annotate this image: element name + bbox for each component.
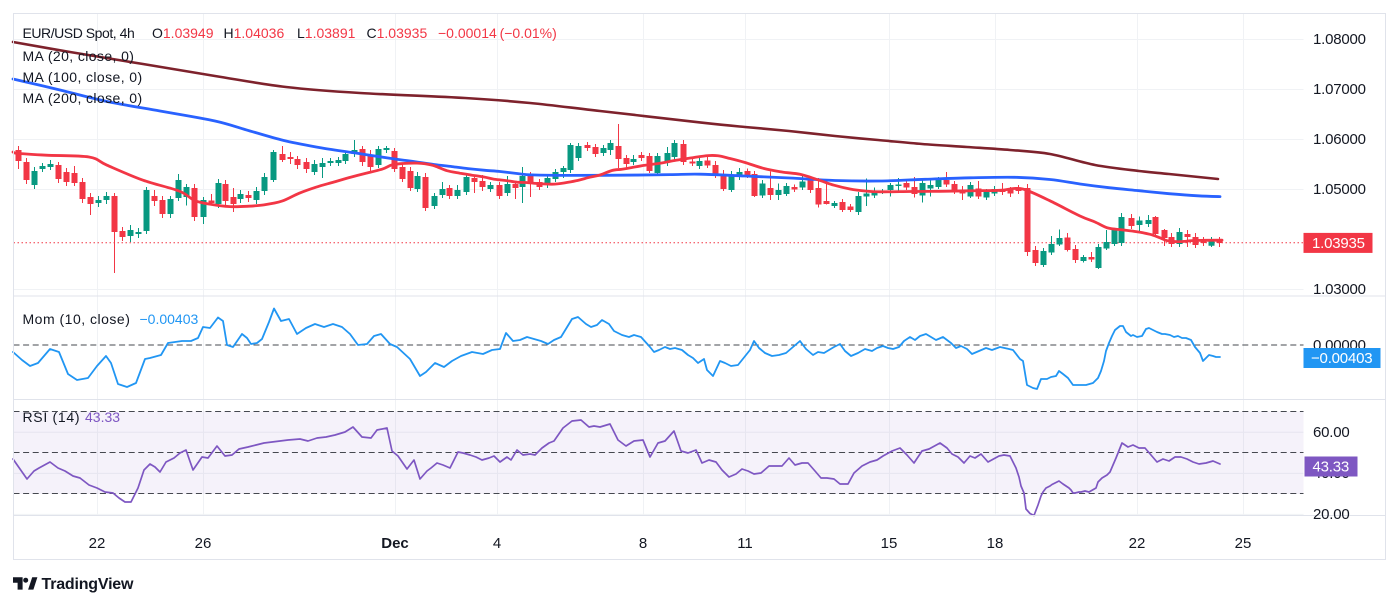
svg-text:22: 22 — [1129, 535, 1146, 552]
svg-text:20.00: 20.00 — [1313, 506, 1350, 523]
svg-text:TradingView: TradingView — [42, 576, 135, 593]
svg-text:11: 11 — [737, 535, 753, 552]
svg-text:26: 26 — [195, 535, 212, 552]
svg-text:1.07000: 1.07000 — [1313, 81, 1366, 98]
svg-text:18: 18 — [987, 535, 1004, 552]
svg-text:−0.00403: −0.00403 — [1311, 350, 1372, 367]
svg-text:1.03935: 1.03935 — [1312, 235, 1365, 252]
svg-text:Mom (10, close)−0.00403: Mom (10, close) −0.00403 — [23, 311, 199, 327]
svg-text:MA (200, close, 0): MA (200, close, 0) — [23, 90, 143, 106]
svg-text:25: 25 — [1235, 535, 1252, 552]
svg-text:43.33: 43.33 — [1313, 459, 1350, 476]
svg-text:1.08000: 1.08000 — [1313, 31, 1366, 48]
svg-text:22: 22 — [89, 535, 106, 552]
svg-text:4: 4 — [493, 535, 501, 552]
svg-text:8: 8 — [639, 535, 647, 552]
svg-text:MA (100, close, 0): MA (100, close, 0) — [23, 69, 143, 85]
svg-text:RSI (14)43.33: RSI (14) 43.33 — [23, 409, 121, 425]
svg-text:60.00: 60.00 — [1313, 424, 1350, 441]
svg-text:1.03000: 1.03000 — [1313, 281, 1366, 298]
svg-text:15: 15 — [881, 535, 898, 552]
svg-text:MA (20, close, 0): MA (20, close, 0) — [23, 48, 135, 64]
svg-text:1.06000: 1.06000 — [1313, 131, 1366, 148]
svg-text:1.05000: 1.05000 — [1313, 181, 1366, 198]
svg-text:Dec: Dec — [381, 535, 409, 552]
